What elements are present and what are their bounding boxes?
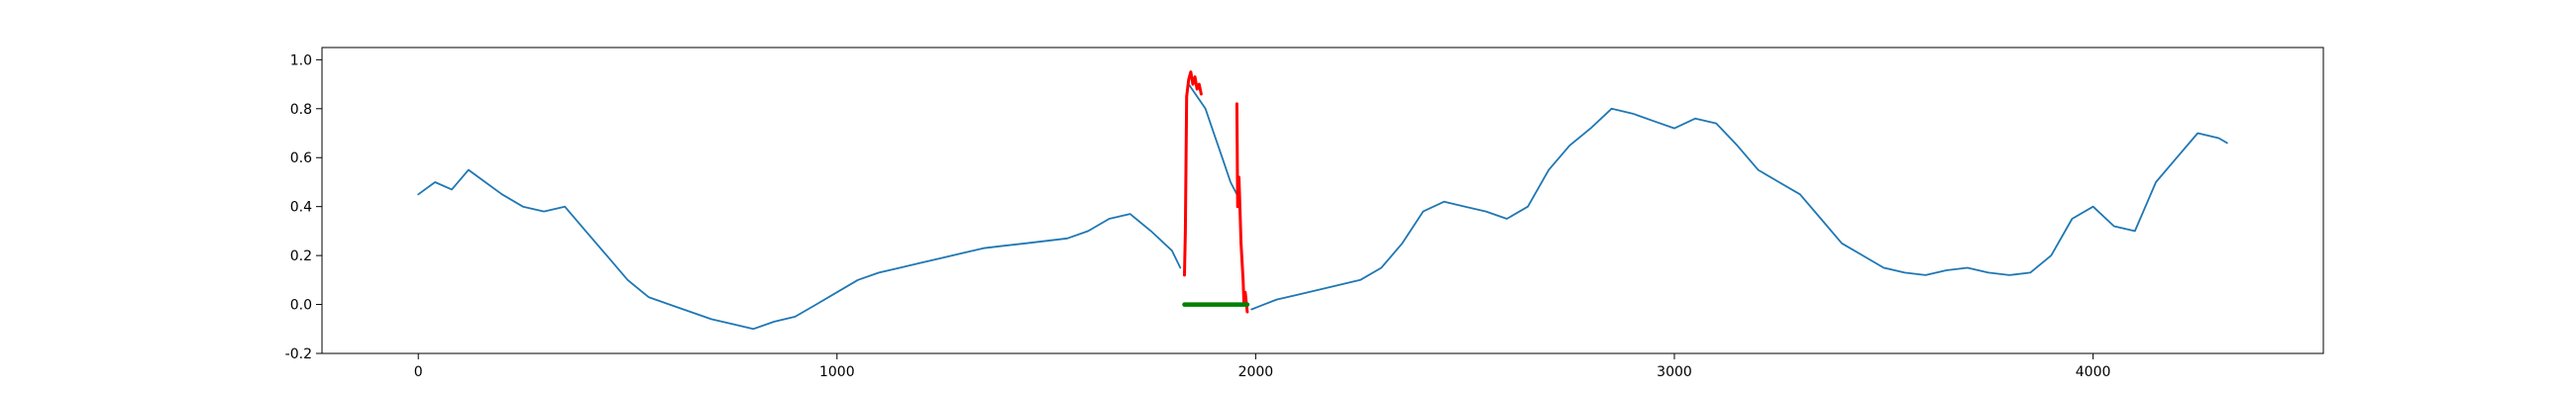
series-line-1	[1187, 83, 1238, 196]
series-line-2	[1250, 107, 2228, 311]
y-tick-label: 0.8	[290, 102, 312, 118]
x-tick-label: 1000	[819, 364, 855, 380]
axes-layer: 0 1000 2000 3000 4000 -0.2 0.0 0.2 0.4 0.6 0.8 1.0	[285, 52, 2111, 380]
series-layer	[417, 70, 2228, 331]
x-tick-label: 0	[414, 364, 423, 380]
series-line-0	[417, 168, 1182, 331]
x-tick-label: 3000	[1657, 364, 1692, 380]
x-tick-label: 2000	[1238, 364, 1274, 380]
y-tick-label: 1.0	[290, 52, 312, 68]
y-tick-label: 0.2	[290, 248, 312, 264]
y-tick-label: -0.2	[285, 346, 312, 362]
y-tick-label: 0.6	[290, 150, 312, 166]
series-line-3	[1183, 70, 1203, 277]
y-tick-label: 0.0	[290, 298, 312, 314]
series-line-4	[1234, 102, 1249, 314]
x-tick-label: 4000	[2076, 364, 2111, 380]
y-tick-label: 0.4	[290, 200, 312, 216]
plot-frame	[321, 47, 2324, 354]
